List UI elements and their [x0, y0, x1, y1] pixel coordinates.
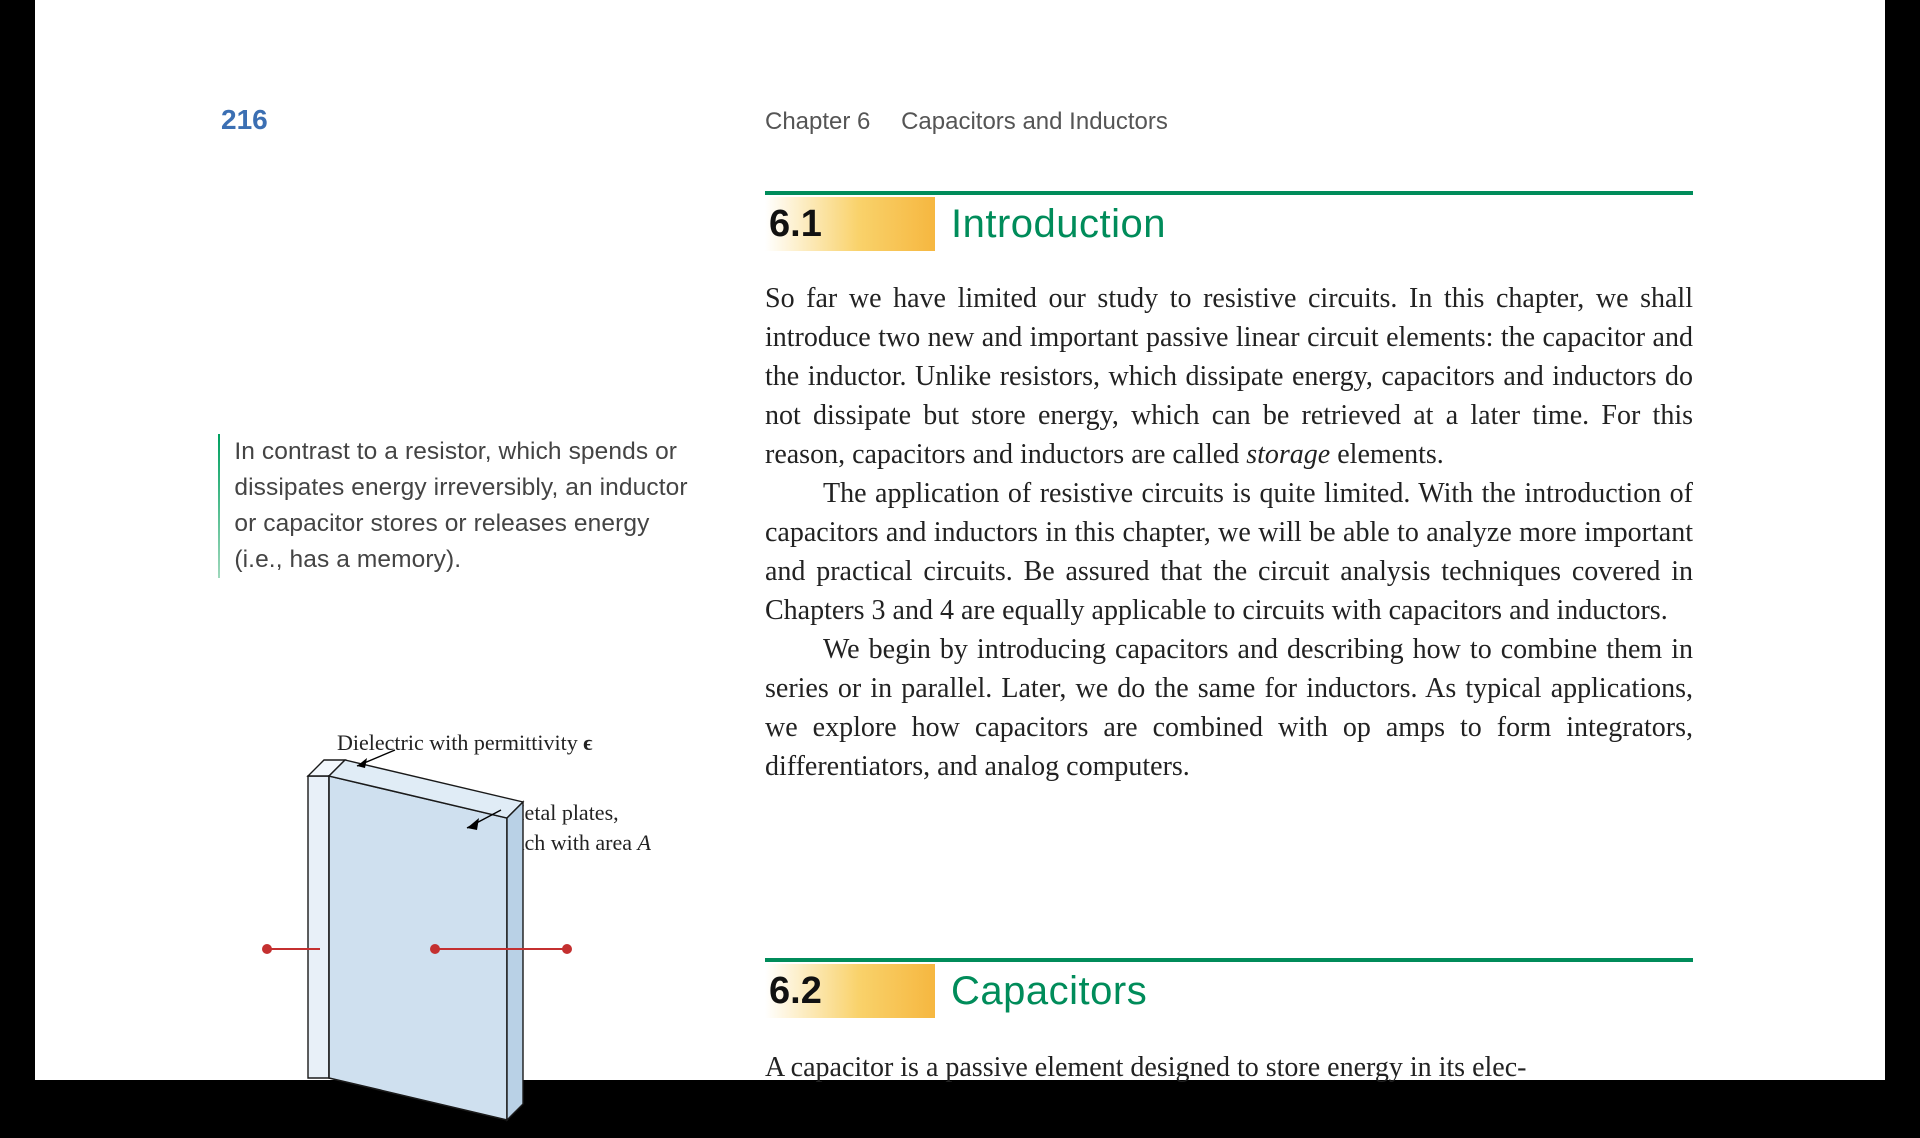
back-plate-side: [308, 776, 329, 1078]
section-title: Capacitors: [951, 969, 1147, 1014]
section-number-badge: 6.2: [765, 964, 935, 1018]
section-heading-6-2: 6.2 Capacitors: [765, 958, 1693, 1020]
capacitor-figure: Dielectric with permittivity ϵ Metal pla…: [257, 718, 697, 1078]
paragraph: The application of resistive circuits is…: [765, 474, 1693, 630]
section-heading-6-1: 6.1 Introduction: [765, 191, 1693, 253]
page-number: 216: [221, 104, 268, 136]
textbook-page: 216 Chapter 6 Capacitors and Inductors 6…: [35, 0, 1885, 1080]
right-lead-node: [430, 944, 440, 954]
chapter-number-label: Chapter 6: [765, 108, 870, 135]
section-number-badge: 6.1: [765, 197, 935, 251]
capacitor-diagram-svg: [257, 718, 697, 1138]
paragraph: So far we have limited our study to resi…: [765, 279, 1693, 474]
margin-note: In contrast to a resistor, which spends …: [218, 434, 698, 578]
running-header: Chapter 6 Capacitors and Inductors: [765, 108, 1168, 136]
paragraph: We begin by introducing capacitors and d…: [765, 630, 1693, 786]
chapter-title: Capacitors and Inductors: [901, 108, 1168, 135]
left-terminal: [262, 944, 272, 954]
margin-note-text: In contrast to a resistor, which spends …: [234, 434, 698, 578]
right-terminal: [562, 944, 572, 954]
text-run: So far we have limited our study to resi…: [765, 283, 1693, 470]
paragraph: A capacitor is a passive element designe…: [765, 1048, 1693, 1087]
section-6-2-body: A capacitor is a passive element designe…: [765, 1048, 1693, 1087]
section-number: 6.1: [769, 203, 822, 246]
text-run: elements.: [1330, 439, 1444, 470]
front-plate-side: [507, 802, 523, 1120]
section-number: 6.2: [769, 970, 822, 1013]
section-6-1-body: So far we have limited our study to resi…: [765, 279, 1693, 786]
section-title: Introduction: [951, 202, 1166, 247]
text-emphasis: storage: [1246, 439, 1330, 470]
margin-note-bar: [218, 434, 220, 578]
